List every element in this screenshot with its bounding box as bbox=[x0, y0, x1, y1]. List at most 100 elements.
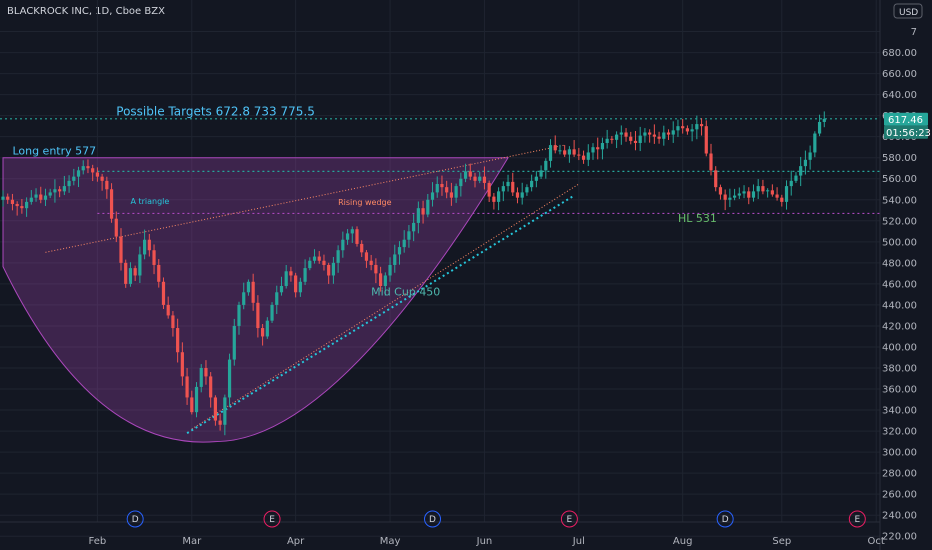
candle-body bbox=[813, 133, 817, 153]
candle-body bbox=[265, 320, 269, 337]
month-label: Sep bbox=[772, 536, 791, 547]
candle-body bbox=[190, 397, 194, 413]
price-tick-label: 560.00 bbox=[882, 174, 917, 185]
month-label: Jun bbox=[476, 536, 493, 547]
price-tick-label: 320.00 bbox=[882, 427, 917, 438]
time-axis[interactable]: Feb Mar Apr May Jun Jul Aug Sep Oct bbox=[0, 521, 885, 547]
price-tick-label: 360.00 bbox=[882, 385, 917, 396]
candle-body bbox=[227, 359, 232, 398]
candle-body bbox=[530, 180, 534, 188]
candle-body bbox=[374, 264, 378, 274]
candle-body bbox=[58, 189, 62, 192]
candle-body bbox=[699, 124, 704, 127]
candle-body bbox=[610, 138, 614, 140]
price-tick-label: 640.00 bbox=[882, 90, 917, 101]
candle-body bbox=[43, 195, 48, 200]
candle-body bbox=[114, 218, 118, 237]
price-tick-label: 660.00 bbox=[882, 69, 917, 80]
candle-body bbox=[666, 132, 671, 135]
candle-body bbox=[105, 180, 109, 190]
candle-body bbox=[327, 264, 331, 276]
candle-body bbox=[312, 256, 317, 261]
price-tick-label: 520.00 bbox=[882, 216, 917, 227]
candle-body bbox=[506, 181, 510, 187]
annotations: Possible Targets 672.8 733 775.5 Long ent… bbox=[12, 105, 716, 299]
annotation-label: Rising wedge bbox=[338, 198, 391, 207]
candle-body bbox=[237, 304, 241, 326]
candle-body bbox=[534, 176, 538, 181]
price-tick-label: 400.00 bbox=[882, 342, 917, 353]
candle-body bbox=[383, 275, 387, 286]
dividend-badge bbox=[716, 510, 734, 528]
candle-body bbox=[284, 271, 288, 286]
candle-body bbox=[463, 171, 468, 179]
candle-body bbox=[166, 304, 170, 316]
candle-body bbox=[473, 176, 477, 181]
candle-body bbox=[218, 420, 222, 425]
candle-body bbox=[459, 178, 463, 187]
candle-body bbox=[756, 186, 760, 192]
candle-body bbox=[204, 368, 208, 377]
candle-body bbox=[275, 292, 279, 305]
candle-body bbox=[728, 197, 732, 200]
candle-body bbox=[638, 135, 642, 143]
candle-body bbox=[350, 229, 354, 234]
candle-body bbox=[298, 281, 302, 293]
candle-body bbox=[780, 197, 784, 202]
candle-body bbox=[676, 126, 680, 131]
candle-body bbox=[817, 121, 822, 134]
price-tick-label: 280.00 bbox=[882, 469, 917, 480]
candle-body bbox=[152, 250, 156, 265]
currency-label: USD bbox=[899, 8, 918, 18]
candle-body bbox=[468, 171, 472, 177]
candle-body bbox=[81, 166, 85, 171]
candle-body bbox=[591, 147, 595, 153]
candle-body bbox=[544, 160, 548, 171]
candle-body bbox=[232, 325, 236, 360]
candle-body bbox=[25, 201, 29, 209]
candle-body bbox=[624, 132, 628, 137]
candle-body bbox=[308, 260, 312, 269]
badge-letter: D bbox=[429, 515, 436, 525]
candle-body bbox=[256, 302, 260, 329]
candle-body bbox=[657, 136, 661, 139]
candle-body bbox=[482, 176, 487, 183]
candle-body bbox=[709, 153, 713, 171]
candle-body bbox=[194, 386, 199, 413]
earnings-badge bbox=[848, 510, 866, 528]
candle-body bbox=[704, 126, 708, 154]
badge-letter: E bbox=[854, 515, 860, 525]
candle-body bbox=[799, 166, 803, 176]
annotation-label: Possible Targets 672.8 733 775.5 bbox=[116, 105, 315, 119]
candle-body bbox=[62, 186, 66, 192]
candle-body bbox=[407, 231, 411, 240]
candle-body bbox=[685, 128, 689, 132]
candle-body bbox=[723, 194, 727, 200]
candle-body bbox=[416, 208, 420, 223]
candle-body bbox=[213, 397, 217, 421]
candle-body bbox=[775, 194, 779, 198]
annotation-label: Mid Cup 450 bbox=[371, 285, 440, 298]
candle-body bbox=[95, 172, 99, 177]
price-axis[interactable]: 220.00 240.00 260.00 280.00 300.00 320.00 340.… bbox=[879, 0, 931, 550]
candle-body bbox=[364, 252, 369, 261]
month-label: Aug bbox=[673, 536, 693, 547]
candle-body bbox=[76, 170, 81, 177]
candle-body bbox=[789, 180, 793, 187]
candle-body bbox=[412, 222, 416, 232]
candle-body bbox=[567, 149, 571, 155]
month-label: May bbox=[380, 536, 401, 547]
candle-body bbox=[345, 233, 350, 240]
candle-body bbox=[279, 285, 284, 293]
candle-body bbox=[402, 239, 406, 248]
candle-body bbox=[445, 187, 449, 193]
price-tick-label: 680.00 bbox=[882, 48, 917, 59]
candle-body bbox=[761, 186, 765, 192]
candle-body bbox=[430, 192, 435, 200]
candle-body bbox=[501, 186, 505, 192]
candle-body bbox=[91, 168, 95, 173]
trend-line bbox=[191, 183, 580, 430]
candle-body bbox=[86, 166, 90, 169]
